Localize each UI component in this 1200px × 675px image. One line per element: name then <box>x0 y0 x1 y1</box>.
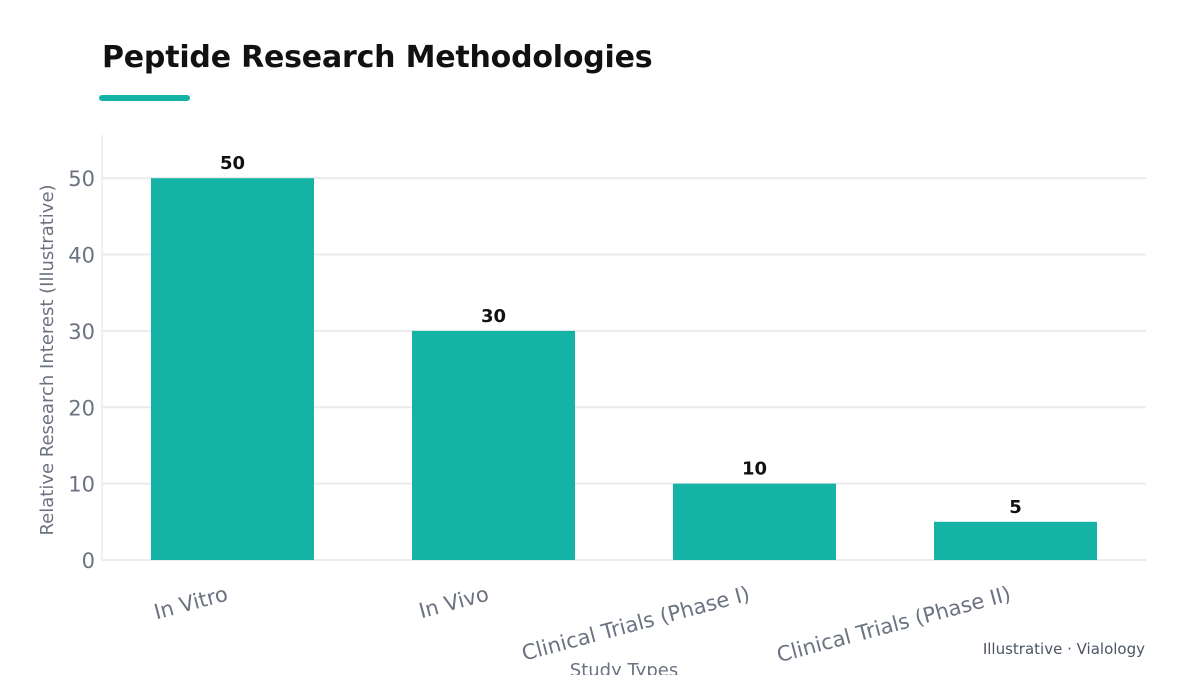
y-tick-label: 50 <box>68 167 95 191</box>
y-tick-label: 10 <box>68 473 95 497</box>
y-tick-label: 0 <box>82 549 95 573</box>
value-label: 10 <box>742 459 767 480</box>
value-label: 30 <box>481 306 506 327</box>
y-tick-label: 30 <box>68 320 95 344</box>
value-labels: 50 30 10 5 <box>220 153 1022 518</box>
bars <box>151 178 1097 560</box>
value-label: 50 <box>220 153 245 174</box>
title-underline <box>99 95 190 101</box>
bar <box>412 330 575 560</box>
y-tick-labels: 0 10 20 30 40 50 <box>68 167 95 573</box>
x-tick-labels: In Vitro In Vivo Clinical Trials (Phase I)… <box>151 582 1013 668</box>
value-label: 5 <box>1009 497 1022 518</box>
bar <box>934 521 1097 560</box>
y-tick-label: 20 <box>68 396 95 420</box>
x-tick-label: Clinical Trials (Phase II) <box>774 582 1013 668</box>
chart-title: Peptide Research Methodologies <box>102 40 653 75</box>
x-tick-label: Clinical Trials (Phase I) <box>519 582 752 666</box>
x-axis-label: Study Types <box>570 660 678 675</box>
footer-note: Illustrative · Vialology <box>982 640 1145 658</box>
x-tick-label: In Vitro <box>151 582 230 625</box>
bar <box>673 483 836 560</box>
y-axis-label: Relative Research Interest (Illustrative… <box>37 184 58 535</box>
y-tick-label: 40 <box>68 244 95 268</box>
x-tick-label: In Vivo <box>416 582 491 624</box>
bar <box>151 178 314 560</box>
